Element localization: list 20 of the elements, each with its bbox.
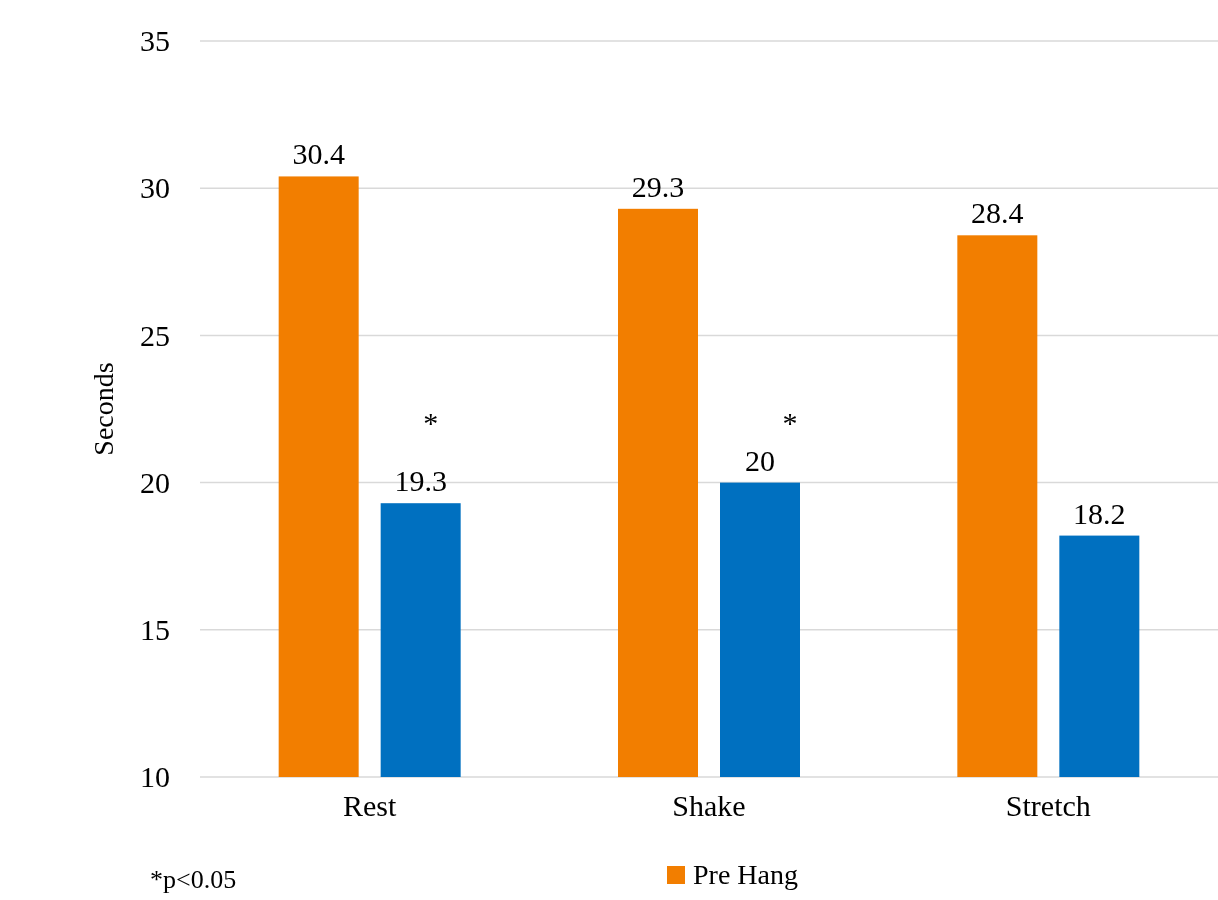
text: *p<0.05 (150, 865, 237, 894)
x-tick-label: Rest (342, 789, 397, 823)
data-label: 19.3 (394, 464, 447, 498)
y-tick-label: 20 (140, 465, 170, 499)
x-tick-label: Shake (672, 789, 746, 823)
legend-label: Pre Hang (693, 859, 798, 890)
y-tick-label: 35 (140, 24, 170, 58)
data-label: 20 (745, 443, 775, 477)
y-tick-label: 15 (140, 612, 170, 646)
y-axis-title: Seconds (88, 362, 119, 456)
annotation: * (423, 406, 439, 440)
data-label: 28.4 (971, 196, 1024, 230)
y-tick-label: 30 (140, 171, 170, 205)
x-tick-label: Stretch (1005, 789, 1091, 823)
y-tick-label: 10 (140, 760, 170, 794)
data-label: 18.2 (1073, 496, 1126, 530)
annotation: * (782, 405, 798, 439)
y-tick-label: 25 (140, 318, 170, 352)
data-label: 29.3 (631, 169, 685, 203)
data-label: 30.4 (292, 137, 345, 171)
